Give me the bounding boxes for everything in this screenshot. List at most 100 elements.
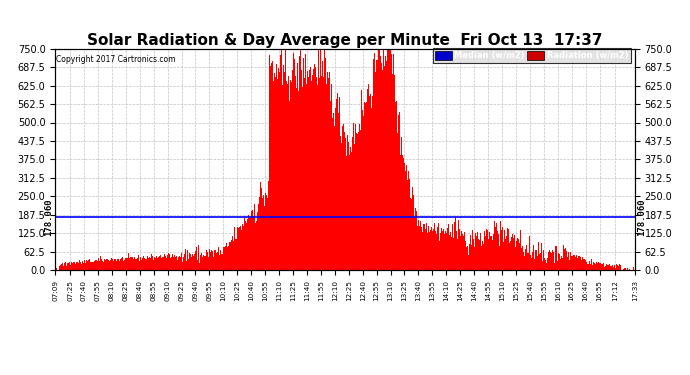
Bar [132, 259, 134, 270]
Bar [159, 255, 161, 270]
Bar [73, 262, 75, 270]
Bar [344, 159, 346, 270]
Bar [458, 220, 459, 270]
Bar [297, 63, 298, 270]
Bar [282, 85, 283, 270]
Bar [500, 231, 502, 270]
Bar [440, 233, 441, 270]
Bar [64, 263, 65, 270]
Bar [319, 78, 320, 270]
Bar [475, 224, 476, 270]
Bar [184, 255, 185, 270]
Bar [470, 235, 471, 270]
Bar [535, 250, 536, 270]
Bar [466, 247, 467, 270]
Bar [397, 133, 398, 270]
Bar [62, 263, 63, 270]
Bar [280, 55, 282, 270]
Bar [378, 46, 379, 270]
Bar [248, 214, 249, 270]
Bar [317, 50, 319, 270]
Bar [105, 260, 106, 270]
Bar [277, 68, 279, 270]
Bar [506, 236, 507, 270]
Bar [560, 259, 561, 270]
Bar [462, 234, 464, 270]
Bar [79, 260, 80, 270]
Bar [137, 258, 138, 270]
Bar [627, 268, 628, 270]
Bar [413, 195, 414, 270]
Bar [452, 224, 453, 270]
Bar [393, 54, 394, 270]
Bar [242, 224, 244, 270]
Bar [104, 259, 105, 270]
Bar [401, 136, 402, 270]
Bar [425, 229, 426, 270]
Bar [174, 255, 175, 270]
Bar [221, 254, 222, 270]
Bar [285, 46, 286, 270]
Bar [550, 252, 551, 270]
Bar [521, 248, 522, 270]
Bar [575, 257, 576, 270]
Bar [350, 147, 351, 270]
Bar [93, 262, 94, 270]
Bar [478, 239, 480, 270]
Bar [245, 221, 246, 270]
Bar [363, 116, 364, 270]
Bar [118, 259, 119, 270]
Bar [573, 255, 574, 270]
Bar [272, 61, 273, 270]
Bar [306, 84, 307, 270]
Bar [210, 250, 212, 270]
Bar [161, 257, 162, 270]
Bar [114, 259, 115, 270]
Bar [553, 244, 555, 270]
Bar [275, 77, 276, 270]
Bar [327, 72, 328, 270]
Bar [241, 230, 242, 270]
Bar [130, 257, 131, 270]
Bar [252, 210, 253, 270]
Bar [484, 231, 485, 270]
Bar [182, 261, 183, 270]
Bar [141, 260, 142, 270]
Bar [434, 224, 435, 270]
Bar [432, 231, 433, 270]
Bar [78, 264, 79, 270]
Bar [388, 46, 389, 270]
Bar [177, 260, 178, 270]
Bar [320, 46, 322, 270]
Bar [128, 253, 129, 270]
Bar [549, 250, 550, 270]
Bar [325, 57, 326, 270]
Bar [437, 226, 438, 270]
Bar [597, 263, 598, 270]
Bar [433, 229, 434, 270]
Bar [246, 223, 247, 270]
Bar [279, 47, 280, 270]
Bar [416, 211, 417, 270]
Text: Copyright 2017 Cartronics.com: Copyright 2017 Cartronics.com [56, 56, 175, 64]
Bar [138, 255, 139, 270]
Bar [295, 76, 296, 270]
Bar [183, 257, 184, 270]
Bar [400, 155, 401, 270]
Bar [261, 188, 262, 270]
Bar [353, 123, 354, 270]
Bar [402, 155, 403, 270]
Bar [449, 235, 451, 270]
Bar [410, 186, 411, 270]
Bar [171, 256, 172, 270]
Bar [209, 249, 210, 270]
Bar [538, 242, 539, 270]
Bar [591, 265, 593, 270]
Bar [250, 211, 252, 270]
Bar [179, 256, 180, 270]
Bar [298, 92, 299, 270]
Bar [304, 54, 306, 270]
Bar [299, 56, 300, 270]
Bar [456, 231, 457, 270]
Bar [202, 256, 204, 270]
